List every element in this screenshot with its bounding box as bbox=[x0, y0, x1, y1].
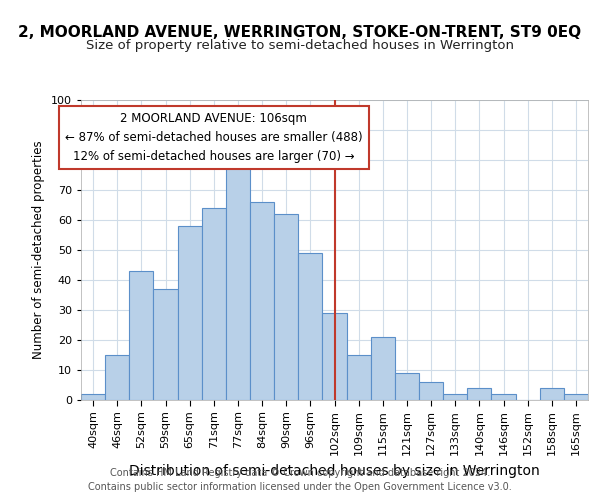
Bar bbox=[202, 208, 226, 400]
Bar bbox=[467, 388, 491, 400]
Bar bbox=[443, 394, 467, 400]
Text: Size of property relative to semi-detached houses in Werrington: Size of property relative to semi-detach… bbox=[86, 38, 514, 52]
X-axis label: Distribution of semi-detached houses by size in Werrington: Distribution of semi-detached houses by … bbox=[129, 464, 540, 478]
Bar bbox=[81, 394, 105, 400]
Y-axis label: Number of semi-detached properties: Number of semi-detached properties bbox=[32, 140, 46, 360]
Bar bbox=[298, 253, 322, 400]
Bar bbox=[371, 337, 395, 400]
Bar bbox=[540, 388, 564, 400]
Bar bbox=[419, 382, 443, 400]
Text: 2 MOORLAND AVENUE: 106sqm
← 87% of semi-detached houses are smaller (488)
12% of: 2 MOORLAND AVENUE: 106sqm ← 87% of semi-… bbox=[65, 112, 362, 163]
Text: Contains HM Land Registry data © Crown copyright and database right 2024.
Contai: Contains HM Land Registry data © Crown c… bbox=[88, 468, 512, 492]
Bar bbox=[395, 373, 419, 400]
Text: 2, MOORLAND AVENUE, WERRINGTON, STOKE-ON-TRENT, ST9 0EQ: 2, MOORLAND AVENUE, WERRINGTON, STOKE-ON… bbox=[19, 25, 581, 40]
Bar bbox=[274, 214, 298, 400]
Bar bbox=[347, 355, 371, 400]
Bar bbox=[226, 160, 250, 400]
Bar bbox=[154, 289, 178, 400]
Bar bbox=[105, 355, 129, 400]
Bar bbox=[178, 226, 202, 400]
Bar bbox=[322, 313, 347, 400]
Bar bbox=[491, 394, 515, 400]
Bar bbox=[129, 271, 154, 400]
Bar bbox=[250, 202, 274, 400]
Bar bbox=[564, 394, 588, 400]
